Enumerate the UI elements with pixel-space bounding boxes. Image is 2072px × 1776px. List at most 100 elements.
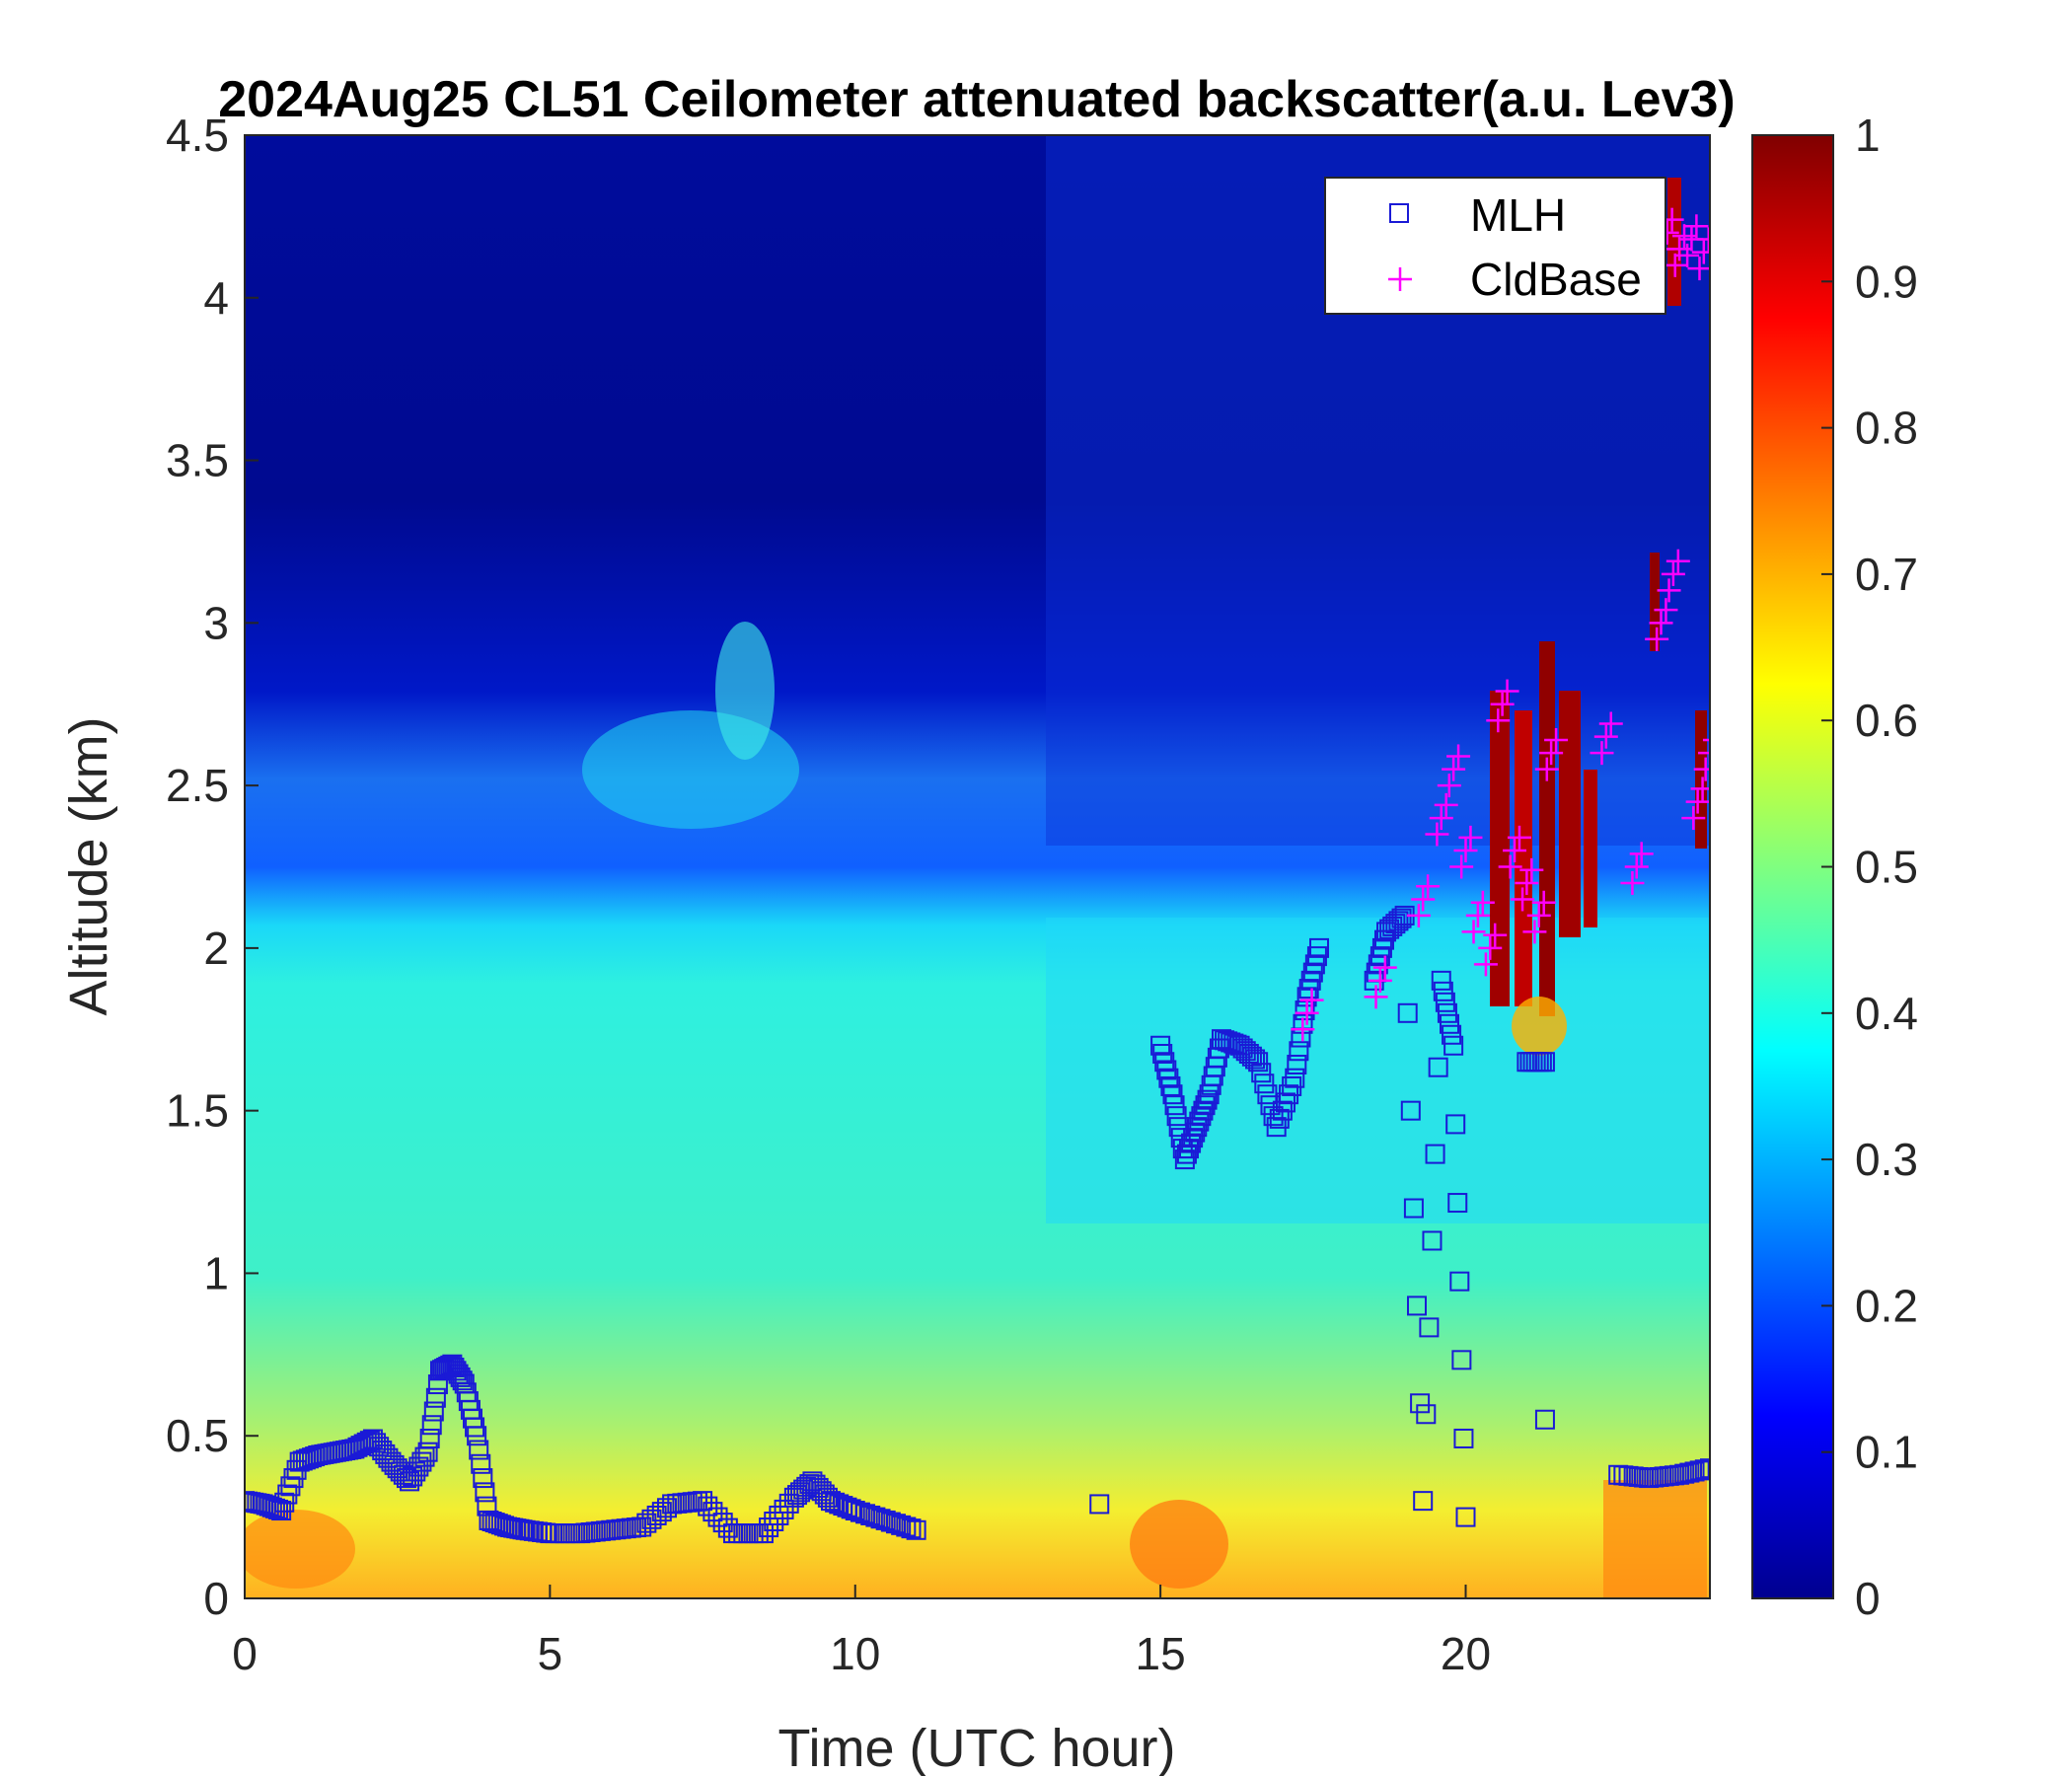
mlh-point (1689, 1460, 1710, 1481)
cldbase-point (1411, 887, 1436, 912)
mlh-point (1245, 1049, 1266, 1070)
mlh-point (1407, 1295, 1427, 1316)
cldbase-point (1470, 890, 1495, 915)
cldbase-point (1449, 854, 1474, 879)
cldbase-point (1372, 955, 1397, 980)
mlh-point (1442, 1024, 1462, 1045)
mlh-series (245, 905, 1710, 1544)
mlh-point (1443, 1035, 1464, 1056)
cldbase-point (1522, 920, 1547, 944)
cldbase-point (1483, 923, 1508, 947)
cldbase-point (1295, 1000, 1319, 1025)
colorbar-tick-label: 0.2 (1855, 1280, 1918, 1331)
mlh-point (880, 1512, 901, 1532)
mlh-point (753, 1523, 774, 1544)
cldbase-point (1684, 214, 1709, 239)
mlh-point (875, 1510, 896, 1530)
legend-mlh-label: MLH (1470, 189, 1566, 241)
chart-title: 2024Aug25 CL51 Ceilometer attenuated bac… (218, 71, 1735, 128)
cldbase-point (1291, 1017, 1315, 1042)
mlh-point (1185, 1122, 1206, 1143)
colorbar-tick-label: 0.4 (1855, 988, 1918, 1039)
cldbase-point (1490, 692, 1515, 716)
mlh-point (1433, 981, 1453, 1001)
mlh-point (1388, 911, 1409, 931)
cldbase-point (1620, 870, 1645, 895)
mlh-point (1449, 1271, 1470, 1292)
mlh-point (1397, 1002, 1418, 1023)
y-tick-label: 2.5 (166, 760, 229, 811)
cldbase-point (1465, 903, 1490, 927)
cldbase-point (1425, 822, 1449, 847)
cldbase-point (1526, 903, 1551, 927)
plot-area (245, 135, 1710, 1598)
cldbase-point (1698, 741, 1710, 766)
mlh-point (1287, 1054, 1307, 1074)
mlh-point (1189, 1111, 1210, 1132)
mlh-point (1254, 1073, 1275, 1094)
x-axis: 0 5 10 15 20 (232, 1585, 1491, 1679)
colorbar-tick-label: 0.9 (1855, 256, 1918, 307)
colorbar: 0 0.1 0.2 0.3 0.4 0.5 0.6 0.7 0.8 0.9 1 (1751, 110, 1918, 1624)
mlh-point (850, 1502, 870, 1522)
surface-hotspot-3 (1603, 1480, 1707, 1598)
legend: MLH CldBase (1324, 177, 1666, 315)
mlh-point (1174, 1149, 1195, 1170)
cldbase-point (1593, 724, 1618, 749)
cldbase-point (1473, 952, 1498, 977)
cldbase-point (1429, 806, 1453, 831)
cldbase-point (1461, 920, 1486, 944)
y-tick-label: 4.5 (166, 110, 229, 161)
cldbase-point (1657, 578, 1681, 603)
cldbase-point (1498, 854, 1522, 879)
cldbase-point (1690, 777, 1710, 801)
cldbase-point (1437, 774, 1461, 798)
mlh-point (1445, 1114, 1466, 1135)
cldbase-point (1446, 744, 1471, 769)
mlh-point (1183, 1128, 1204, 1148)
mlh-point (471, 1453, 491, 1474)
y-axis: 0 0.5 1 1.5 2 2.5 3 3.5 4 4.5 (166, 110, 259, 1624)
mlh-point (1181, 1133, 1202, 1153)
y-tick-label: 0 (203, 1573, 229, 1624)
cldbase-point (1515, 870, 1539, 895)
cldbase-point (1503, 839, 1526, 863)
cloud-core (1559, 691, 1581, 937)
mlh-point (870, 1509, 891, 1529)
mlh-point (1403, 1198, 1424, 1219)
cldbase-point (1544, 727, 1569, 752)
legend-box (1324, 177, 1666, 315)
cloud-core (1515, 710, 1532, 1006)
cloud-edge-glow (1512, 997, 1567, 1056)
cldbase-point (1434, 792, 1458, 817)
mlh-point (1700, 1458, 1710, 1479)
mlh-point (1419, 1317, 1440, 1338)
mlh-point (1534, 1052, 1555, 1073)
mlh-point (1534, 1409, 1555, 1430)
cldbase-point (1453, 839, 1478, 863)
mlh-point (1440, 1013, 1459, 1034)
cldbase-point (1693, 757, 1710, 781)
y-tick-label: 1 (203, 1247, 229, 1298)
mlh-point (901, 1518, 922, 1539)
mlh-point (1187, 1117, 1208, 1138)
cldbase-point (1495, 679, 1519, 703)
mlh-point (636, 1513, 657, 1533)
mlh-point (469, 1440, 489, 1460)
cldbase-point (1299, 988, 1324, 1012)
y-tick-label: 2 (203, 923, 229, 974)
cldbase-point (1531, 890, 1556, 915)
mlh-point (1248, 1052, 1269, 1073)
cldbase-point (1511, 887, 1535, 912)
cldbase-point (1478, 935, 1503, 960)
mlh-point (450, 1367, 471, 1387)
mlh-point (707, 1507, 728, 1527)
mlh-point (1416, 1404, 1437, 1425)
mlh-point (1089, 1494, 1110, 1515)
cldbase-point (1696, 227, 1710, 252)
cloud-core (1539, 641, 1555, 1016)
mlh-point (698, 1496, 718, 1517)
cldbase-point (1442, 757, 1466, 781)
mlh-point (1669, 1464, 1690, 1485)
